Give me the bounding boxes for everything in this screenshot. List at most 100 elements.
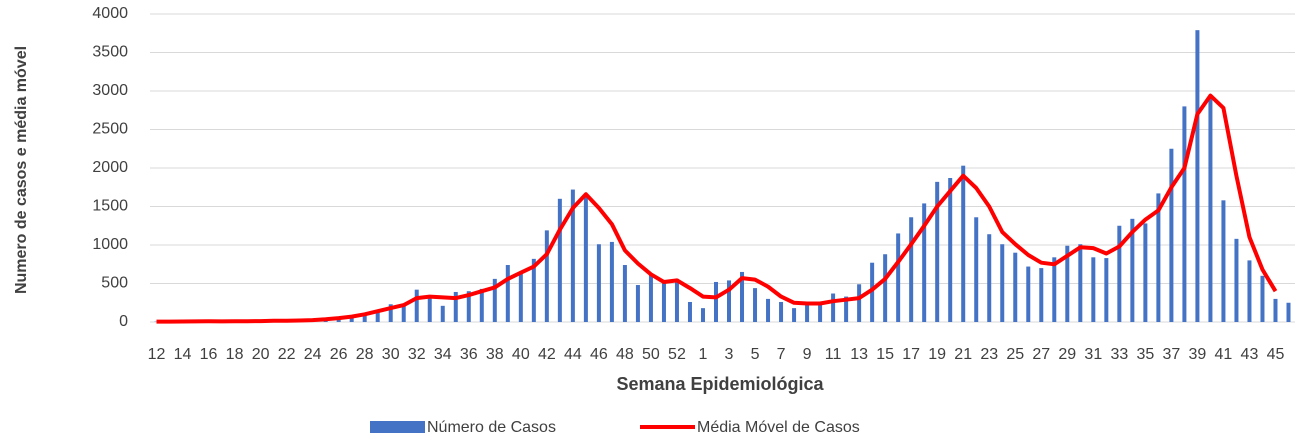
bar xyxy=(857,284,861,322)
x-tick-label: 39 xyxy=(1189,346,1207,363)
x-tick-label: 13 xyxy=(850,346,868,363)
x-tick-label: 14 xyxy=(174,346,192,363)
y-tick-label: 2500 xyxy=(92,121,128,138)
x-tick-label: 30 xyxy=(382,346,400,363)
x-tick-label: 38 xyxy=(486,346,504,363)
bar xyxy=(701,308,705,322)
x-tick-label: 40 xyxy=(512,346,530,363)
legend-swatch xyxy=(370,421,425,433)
x-tick-label: 21 xyxy=(954,346,972,363)
x-tick-label: 29 xyxy=(1058,346,1076,363)
bar xyxy=(402,305,406,322)
bar xyxy=(1143,223,1147,322)
bar xyxy=(1026,267,1030,322)
bar xyxy=(519,272,523,322)
x-tick-label: 32 xyxy=(408,346,426,363)
bar xyxy=(597,244,601,322)
bar xyxy=(961,166,965,322)
x-tick-label: 45 xyxy=(1267,346,1285,363)
bar xyxy=(584,196,588,322)
y-tick-label: 1000 xyxy=(92,236,128,253)
bar xyxy=(480,289,484,322)
bar xyxy=(779,302,783,322)
y-tick-label: 3000 xyxy=(92,82,128,99)
bar xyxy=(948,178,952,322)
bar xyxy=(1286,303,1290,322)
x-tick-label: 12 xyxy=(148,346,166,363)
x-tick-label: 50 xyxy=(642,346,660,363)
bar xyxy=(714,282,718,322)
bar xyxy=(818,304,822,322)
bar xyxy=(831,294,835,322)
bar xyxy=(974,217,978,322)
bar xyxy=(1182,106,1186,322)
bar xyxy=(1208,99,1212,322)
bar xyxy=(909,217,913,322)
bar xyxy=(1234,239,1238,322)
bar xyxy=(428,298,432,322)
x-tick-label: 48 xyxy=(616,346,634,363)
x-tick-label: 3 xyxy=(725,346,734,363)
x-tick-label: 15 xyxy=(876,346,894,363)
x-tick-label: 52 xyxy=(668,346,686,363)
x-tick-label: 18 xyxy=(226,346,244,363)
bar xyxy=(987,234,991,322)
bar xyxy=(1039,268,1043,322)
bar xyxy=(792,308,796,322)
bar xyxy=(649,274,653,322)
bar xyxy=(688,302,692,322)
y-tick-label: 2000 xyxy=(92,159,128,176)
x-tick-label: 22 xyxy=(278,346,296,363)
bar xyxy=(1117,226,1121,322)
x-tick-label: 46 xyxy=(590,346,608,363)
bar xyxy=(1078,244,1082,322)
x-tick-label: 34 xyxy=(434,346,452,363)
x-tick-label: 35 xyxy=(1136,346,1154,363)
x-tick-label: 31 xyxy=(1084,346,1102,363)
bar xyxy=(1221,200,1225,322)
y-axis-label: Numero de casos e média móvel xyxy=(13,46,30,294)
bar xyxy=(415,290,419,322)
bar xyxy=(662,284,666,323)
y-tick-label: 500 xyxy=(101,275,128,292)
x-tick-label: 26 xyxy=(330,346,348,363)
x-tick-label: 1 xyxy=(699,346,708,363)
x-tick-label: 44 xyxy=(564,346,582,363)
bar xyxy=(883,254,887,322)
bar xyxy=(753,288,757,322)
x-tick-label: 7 xyxy=(777,346,786,363)
x-tick-label: 42 xyxy=(538,346,556,363)
x-tick-label: 17 xyxy=(902,346,920,363)
x-axis-label: Semana Epidemiológica xyxy=(616,374,824,394)
bar xyxy=(896,233,900,322)
x-tick-label: 25 xyxy=(1006,346,1024,363)
y-tick-label: 4000 xyxy=(92,5,128,22)
y-tick-label: 3500 xyxy=(92,44,128,61)
x-tick-label: 41 xyxy=(1215,346,1233,363)
bar xyxy=(610,242,614,322)
bar xyxy=(1091,257,1095,322)
x-tick-label: 9 xyxy=(803,346,812,363)
x-tick-label: 33 xyxy=(1110,346,1128,363)
bar xyxy=(1104,258,1108,322)
bar xyxy=(558,199,562,322)
bar xyxy=(623,265,627,322)
legend-label: Número de Casos xyxy=(427,419,556,436)
bar xyxy=(545,230,549,322)
bar xyxy=(1052,257,1056,322)
x-tick-label: 37 xyxy=(1162,346,1180,363)
x-tick-label: 5 xyxy=(751,346,760,363)
x-tick-label: 19 xyxy=(928,346,946,363)
bar xyxy=(1013,253,1017,322)
x-tick-label: 28 xyxy=(356,346,374,363)
bar xyxy=(1195,30,1199,322)
y-tick-label: 1500 xyxy=(92,198,128,215)
legend-label: Média Móvel de Casos xyxy=(697,419,860,436)
x-tick-label: 11 xyxy=(825,346,842,363)
bar xyxy=(441,306,445,322)
bar xyxy=(766,299,770,322)
x-tick-label: 27 xyxy=(1032,346,1050,363)
bar xyxy=(1169,149,1173,322)
x-tick-label: 24 xyxy=(304,346,322,363)
